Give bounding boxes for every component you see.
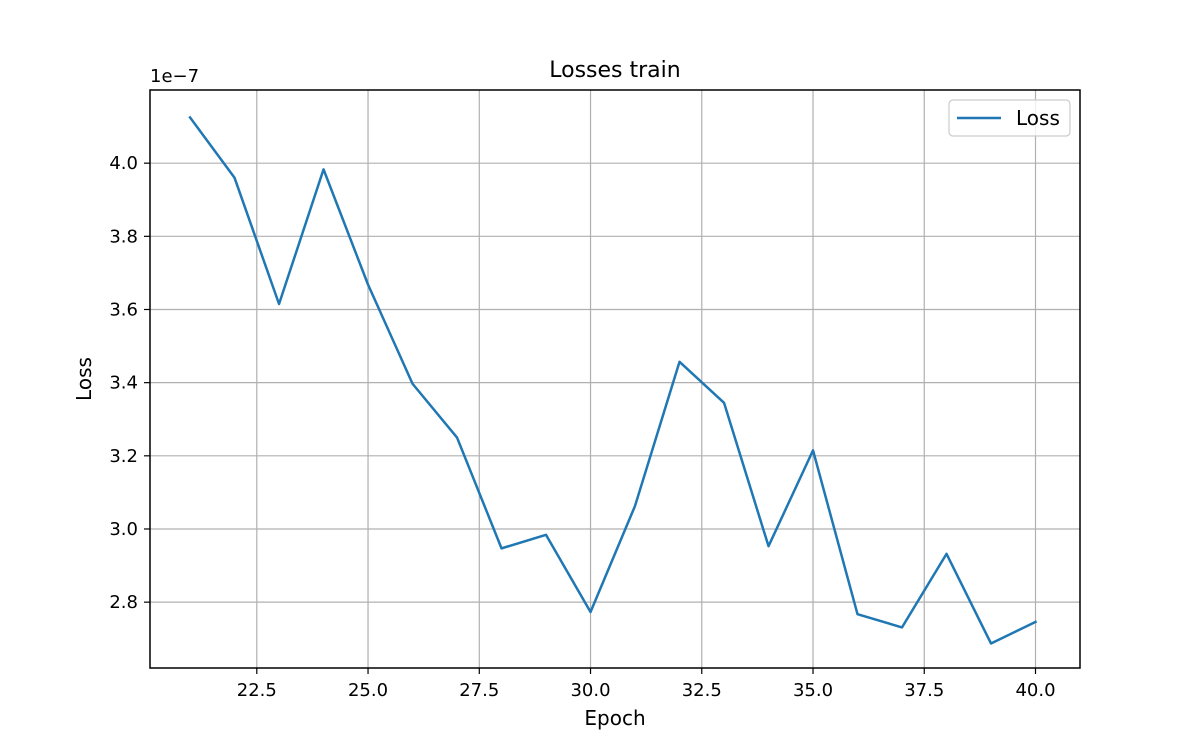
axes-frame xyxy=(149,89,1081,669)
legend: Loss xyxy=(948,99,1071,137)
tick-labels: 22.5 25.0 27.5 30.0 32.5 35.0 37.5 40.0 2.8 3.0 3.… xyxy=(109,153,1055,701)
series-line-loss xyxy=(188,115,1038,645)
chart-title: Losses train xyxy=(549,58,680,83)
legend-box xyxy=(948,99,1071,137)
y-tick-label: 3.6 xyxy=(109,299,138,320)
y-tick-label: 3.4 xyxy=(109,373,138,394)
y-tick-label: 3.0 xyxy=(109,519,138,540)
grid-lines xyxy=(150,90,1080,668)
y-tick-label: 2.8 xyxy=(109,592,138,613)
x-tick-label: 37.5 xyxy=(904,680,944,701)
y-tick-label: 3.8 xyxy=(109,226,138,247)
tick-marks xyxy=(144,162,1037,674)
y-tick-label: 4.0 xyxy=(109,153,138,174)
x-tick-label: 25.0 xyxy=(348,680,388,701)
x-tick-label: 35.0 xyxy=(793,680,833,701)
x-tick-label: 30.0 xyxy=(570,680,610,701)
x-tick-label: 27.5 xyxy=(459,680,499,701)
x-tick-label: 22.5 xyxy=(237,680,277,701)
x-axis-label: Epoch xyxy=(584,706,645,730)
x-tick-label: 32.5 xyxy=(682,680,722,701)
y-axis-label: Loss xyxy=(72,357,96,401)
y-tick-label: 3.2 xyxy=(109,446,138,467)
y-axis-offset-label: 1e−7 xyxy=(150,66,199,87)
x-tick-label: 40.0 xyxy=(1015,680,1055,701)
series-layer xyxy=(188,115,1038,645)
legend-label-loss: Loss xyxy=(1016,106,1060,130)
